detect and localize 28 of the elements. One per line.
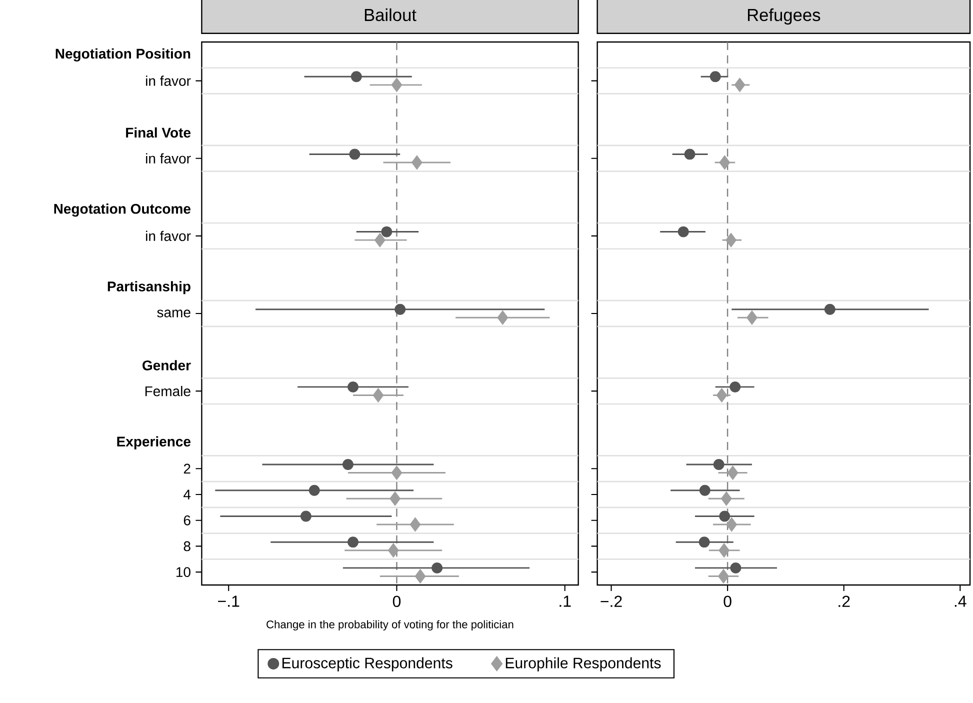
x-axis-title: Change in the probability of voting for the politician bbox=[266, 620, 514, 631]
x-tick-label: .4 bbox=[954, 596, 966, 607]
x-tick-label: −.1 bbox=[218, 596, 240, 607]
chart-title: Bailout bbox=[364, 8, 416, 22]
x-tick-label: −.2 bbox=[600, 596, 622, 607]
y-tick-label: 8 bbox=[184, 541, 190, 552]
chart-title: Refugees bbox=[748, 8, 820, 25]
y-tick-label: in favor bbox=[146, 153, 191, 164]
legend-label: Eurosceptic Respondents bbox=[282, 657, 452, 672]
y-tick-label: in favor bbox=[146, 76, 191, 86]
y-tick-label: 10 bbox=[176, 567, 190, 578]
y-tick-label: Gender bbox=[142, 360, 191, 370]
y-tick-label: Partisanship bbox=[108, 281, 190, 294]
y-tick-label: Negotation Outcome bbox=[54, 204, 190, 217]
y-tick-label: Negotiation Position bbox=[56, 48, 190, 62]
y-tick-label: Final Vote bbox=[126, 127, 191, 138]
y-tick-label: 4 bbox=[184, 490, 191, 500]
legend-label: Europhile Respondents bbox=[506, 657, 661, 672]
y-tick-label: Experience bbox=[117, 436, 190, 450]
y-tick-label: same bbox=[157, 310, 190, 318]
x-tick-label: .1 bbox=[560, 596, 571, 607]
y-tick-label: 6 bbox=[184, 515, 190, 526]
y-tick-label: in favor bbox=[146, 230, 191, 242]
x-tick-label: .2 bbox=[838, 596, 850, 607]
x-tick-label: 0 bbox=[392, 596, 401, 608]
x-tick-label: 0 bbox=[724, 596, 732, 608]
y-tick-label: 2 bbox=[184, 464, 190, 474]
y-tick-label: Female bbox=[145, 386, 190, 396]
